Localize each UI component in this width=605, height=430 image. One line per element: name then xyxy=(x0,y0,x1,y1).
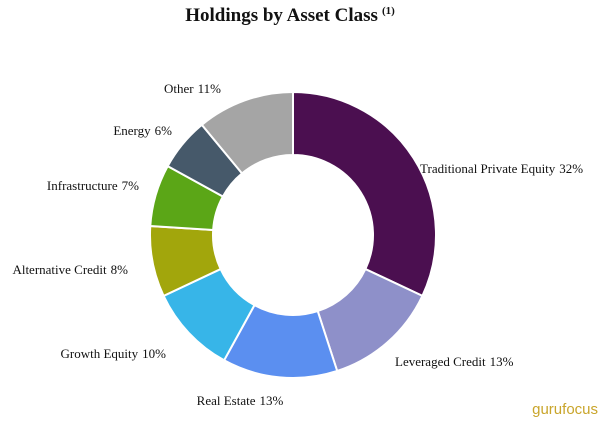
slice-label: Other 11% xyxy=(164,81,221,96)
category-name: Infrastructure xyxy=(47,178,118,193)
title-note: (1) xyxy=(382,5,395,17)
slice-label: Infrastructure 7% xyxy=(47,178,139,193)
value-label: 13% xyxy=(490,354,514,369)
title-text: Holdings by Asset Class xyxy=(185,5,378,26)
value-label: 32% xyxy=(559,161,583,176)
slice-label: Real Estate 13% xyxy=(197,393,284,408)
value-label: 13% xyxy=(260,393,284,408)
watermark: gurufocus xyxy=(532,401,598,418)
category-name: Growth Equity xyxy=(61,346,139,361)
donut-slice xyxy=(200,90,294,175)
category-name: Alternative Credit xyxy=(12,262,107,277)
category-name: Other xyxy=(164,81,194,96)
chart-title: Holdings by Asset Class (1) xyxy=(185,5,395,27)
category-name: Traditional Private Equity xyxy=(420,161,556,176)
value-label: 10% xyxy=(142,346,166,361)
value-label: 6% xyxy=(155,123,173,138)
category-name: Energy xyxy=(113,123,151,138)
donut-slice xyxy=(292,90,437,298)
slice-label: Energy 6% xyxy=(113,123,172,138)
value-label: 7% xyxy=(122,178,140,193)
value-label: 8% xyxy=(111,262,129,277)
value-label: 11% xyxy=(198,81,222,96)
slice-label: Traditional Private Equity 32% xyxy=(420,161,583,176)
slice-label: Alternative Credit 8% xyxy=(12,262,128,277)
slice-label: Leveraged Credit 13% xyxy=(395,354,514,369)
category-name: Real Estate xyxy=(197,393,256,408)
slice-label: Growth Equity 10% xyxy=(61,346,167,361)
category-name: Leveraged Credit xyxy=(395,354,486,369)
